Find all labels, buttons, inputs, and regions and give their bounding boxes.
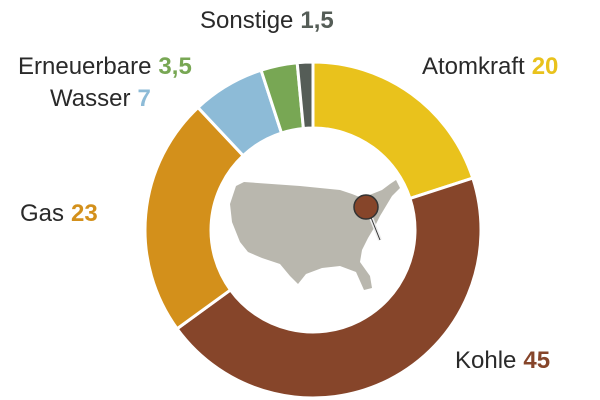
segment-value: 23 (71, 200, 98, 227)
segment-value: 45 (523, 347, 550, 374)
pin-head (353, 194, 379, 220)
map-shape (230, 180, 400, 290)
donut-segment (174, 176, 483, 400)
segment-value: 7 (137, 85, 150, 112)
donut-segment (295, 60, 315, 131)
segment-name: Wasser (50, 85, 130, 112)
segment-value: 3,5 (158, 53, 191, 80)
segment-name: Gas (20, 200, 64, 227)
segment-label: Sonstige 1,5 (200, 7, 334, 34)
segment-name: Erneuerbare (18, 53, 151, 80)
segment-name: Atomkraft (422, 53, 525, 80)
segment-name: Sonstige (200, 7, 293, 34)
segment-label: Gas 23 (20, 200, 98, 227)
donut-segment (311, 60, 475, 201)
segment-label: Erneuerbare 3,5 (18, 53, 192, 80)
segment-name: Kohle (455, 347, 516, 374)
segment-value: 1,5 (300, 7, 333, 34)
segment-label: Kohle 45 (455, 347, 550, 374)
segment-label: Wasser 7 (50, 85, 151, 112)
donut-segment (143, 105, 246, 331)
us-map (230, 180, 400, 290)
segment-value: 20 (532, 53, 559, 80)
segment-label: Atomkraft 20 (422, 53, 558, 80)
